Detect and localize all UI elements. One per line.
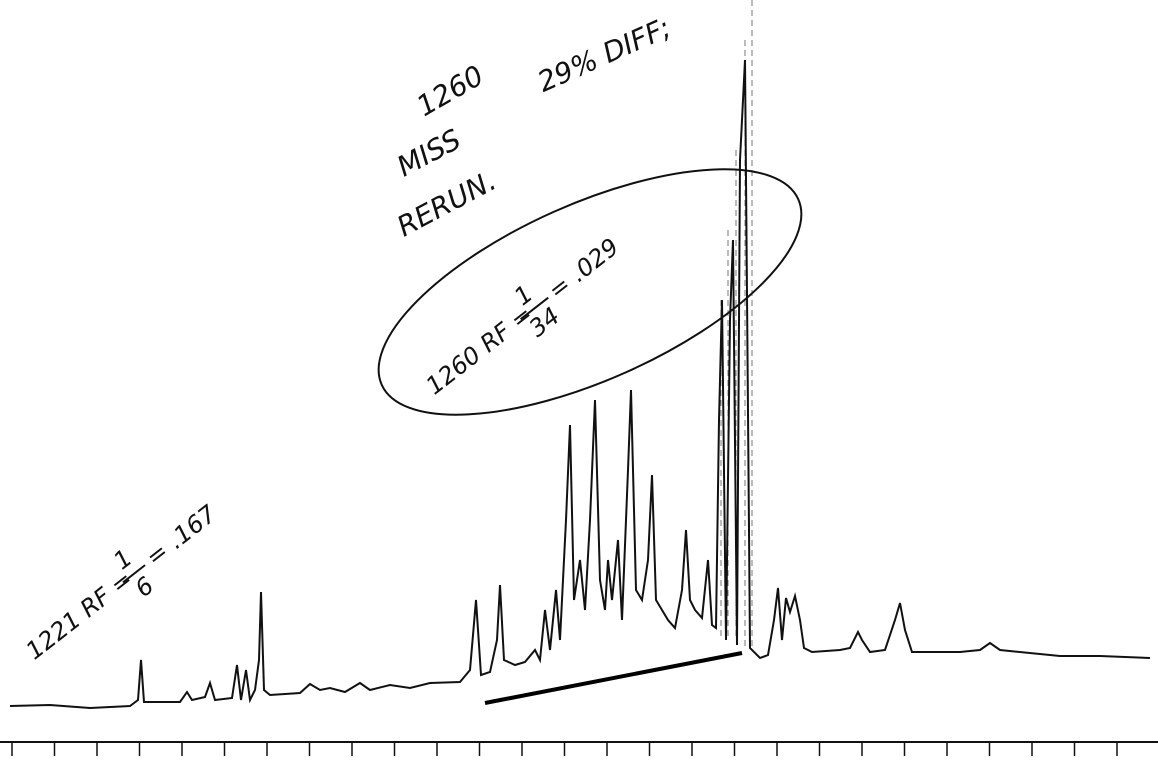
chromatogram-trace [9,59,1151,710]
fraction-bar [122,564,146,584]
fraction-bar [520,296,549,320]
integration-baseline [484,651,743,705]
time-axis [0,741,1158,756]
annotation-circle [377,168,803,416]
